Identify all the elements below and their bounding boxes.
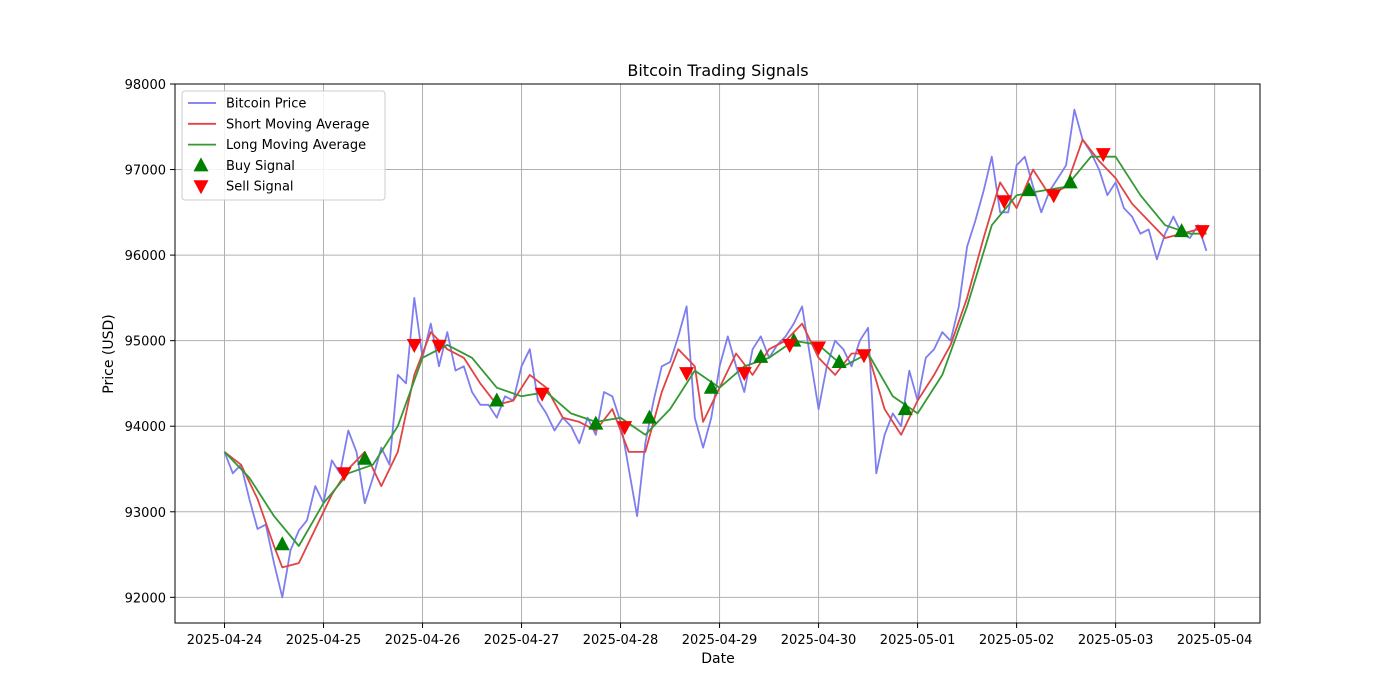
buy-signal-marker (831, 354, 847, 369)
sell-signal-marker (679, 367, 695, 382)
legend-swatch (193, 180, 209, 195)
x-tick-label: 2025-04-28 (583, 633, 659, 648)
legend-label: Short Moving Average (226, 117, 370, 132)
buy-signal-marker (753, 348, 769, 363)
x-tick-label: 2025-04-24 (187, 633, 263, 648)
axis-ticks: 2025-04-24 2025-04-25 2025-04-26 2025-04-27… (125, 78, 1253, 648)
y-tick-label: 93000 (125, 506, 166, 521)
x-tick-label: 2025-05-01 (880, 633, 956, 648)
sell-signal-marker (811, 341, 827, 356)
legend-label: Long Moving Average (226, 138, 366, 153)
x-tick-label: 2025-04-25 (286, 633, 362, 648)
buy-signal-marker (357, 450, 373, 465)
x-tick-label: 2025-04-26 (385, 633, 461, 648)
sell-signal-marker (406, 338, 422, 353)
buy-signal-marker (641, 409, 657, 424)
sell-signal-marker (1095, 148, 1111, 163)
sell-signal-marker (782, 338, 798, 353)
legend-label: Buy Signal (226, 159, 295, 174)
grid (175, 83, 1260, 623)
buy-signal-marker (1062, 174, 1078, 189)
y-tick-label: 97000 (125, 164, 166, 179)
x-tick-label: 2025-05-02 (979, 633, 1055, 648)
legend: Bitcoin Price Short Moving Average Long Mo… (181, 90, 386, 201)
legend-label: Sell Signal (226, 180, 294, 195)
legend-swatch (193, 157, 209, 172)
sell-signal-marker (617, 421, 633, 436)
x-tick-label: 2025-05-03 (1078, 633, 1154, 648)
legend-label: Bitcoin Price (226, 97, 306, 112)
x-axis-label: Date (701, 651, 734, 667)
sell-signal-marker (1046, 189, 1062, 204)
x-tick-label: 2025-04-30 (781, 633, 857, 648)
signal-markers (274, 148, 1210, 551)
chart-title: Bitcoin Trading Signals (627, 61, 808, 80)
x-tick-label: 2025-04-27 (484, 633, 560, 648)
buy-signal-marker (703, 379, 719, 394)
y-tick-label: 98000 (125, 78, 166, 93)
buy-signal-marker (1174, 223, 1190, 238)
y-tick-label: 95000 (125, 335, 166, 350)
sell-signal-marker (1194, 225, 1210, 240)
y-axis-label: Price (USD) (101, 314, 117, 393)
plot-frame (174, 83, 1261, 624)
x-tick-label: 2025-05-04 (1177, 633, 1253, 648)
y-tick-label: 94000 (125, 420, 166, 435)
buy-signal-marker (274, 536, 290, 551)
sell-signal-marker (736, 367, 752, 382)
sell-signal-marker (856, 349, 872, 364)
sell-signal-marker (996, 195, 1012, 210)
y-tick-label: 92000 (125, 591, 166, 606)
buy-signal-marker (489, 392, 505, 407)
buy-signal-marker (897, 401, 913, 416)
sell-signal-marker (336, 467, 352, 482)
buy-signal-marker (588, 415, 604, 430)
buy-signal-marker (1021, 182, 1037, 197)
short-moving-average-line (223, 138, 1207, 569)
y-tick-label: 96000 (125, 249, 166, 264)
sell-signal-marker (534, 387, 550, 402)
x-tick-label: 2025-04-29 (682, 633, 758, 648)
sell-signal-marker (431, 339, 447, 354)
legend-box (181, 90, 386, 201)
